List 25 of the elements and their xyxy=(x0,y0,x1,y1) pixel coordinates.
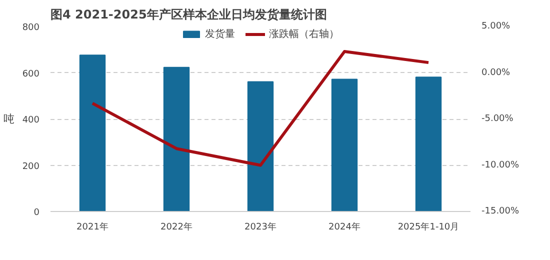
y-tick-label: 800 xyxy=(22,23,40,33)
y-tick-label: 400 xyxy=(22,116,40,126)
x-tick-label: 2023年 xyxy=(244,222,276,232)
y2-tick-label: 5.00% xyxy=(482,22,511,32)
chart-title: 图4 2021-2025年产区样本企业日均发货量统计图 xyxy=(50,8,327,22)
y-tick-label: 600 xyxy=(22,69,40,80)
y-tick-label: 0 xyxy=(34,208,40,218)
legend-label: 发货量 xyxy=(205,28,235,41)
y2-tick-label: -15.00% xyxy=(482,206,520,216)
bar xyxy=(79,54,106,212)
bar xyxy=(415,76,442,212)
line-series xyxy=(91,50,430,167)
bar xyxy=(163,66,190,212)
x-tick-label: 2024年 xyxy=(328,222,360,232)
bar xyxy=(331,78,358,212)
x-tick-label: 2022年 xyxy=(160,222,192,232)
y2-tick-label: 0.00% xyxy=(482,68,511,78)
y2-tick-label: -5.00% xyxy=(482,114,514,124)
bar xyxy=(247,81,274,212)
x-tick-label: 2021年 xyxy=(76,222,108,232)
y2-tick-label: -10.00% xyxy=(482,160,520,170)
legend-label: 涨跌幅（右轴） xyxy=(269,28,339,41)
x-tick-label: 2025年1-10月 xyxy=(398,222,460,232)
y-axis-title: 吨 xyxy=(3,112,14,126)
y-tick-label: 200 xyxy=(22,162,40,172)
